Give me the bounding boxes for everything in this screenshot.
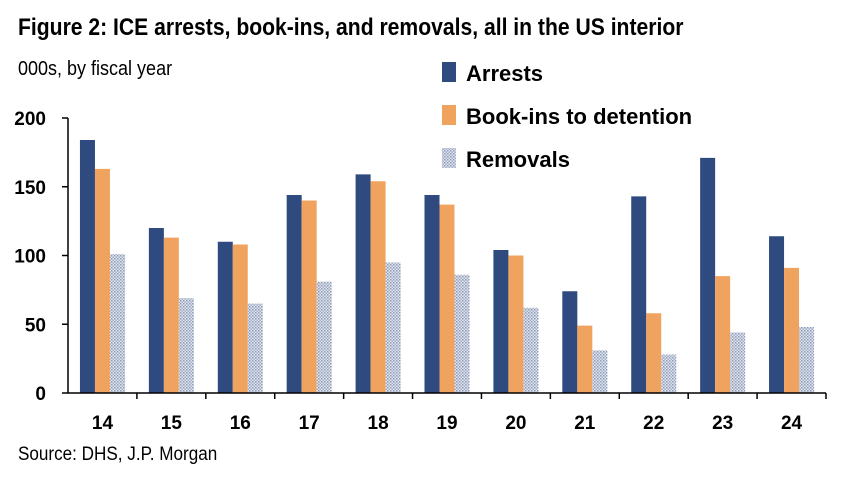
bar-bookins-16: [232, 244, 248, 393]
bar-arrests-14: [79, 140, 95, 393]
bar-arrests-18: [355, 174, 371, 393]
x-tick-label: 23: [712, 413, 733, 434]
legend-swatch-removals: [442, 148, 456, 168]
bar-removals-14: [109, 254, 125, 393]
x-tick-label: 21: [574, 413, 596, 434]
x-tick-label: 16: [230, 413, 251, 434]
legend-label-removals: Removals: [466, 147, 570, 172]
x-tick-label: 18: [368, 413, 389, 434]
bar-arrests-22: [631, 196, 647, 393]
bar-bookins-21: [577, 325, 593, 393]
bar-removals-22: [661, 354, 677, 393]
y-tick-label: 200: [14, 109, 46, 130]
bar-arrests-19: [424, 195, 440, 393]
bar-arrests-16: [217, 241, 233, 393]
bar-arrests-23: [700, 157, 716, 393]
y-tick-label: 0: [35, 384, 46, 405]
legend-swatch-bookins: [442, 105, 456, 125]
bar-arrests-17: [286, 195, 302, 393]
legend: Arrests Book-ins to detention Removals: [442, 61, 692, 172]
bar-bookins-24: [784, 267, 800, 393]
bars: [79, 140, 815, 393]
bar-removals-23: [730, 332, 746, 393]
y-axis-ticks: 0 50 100 150 200: [14, 109, 68, 405]
bar-arrests-21: [562, 291, 578, 393]
bar-bookins-15: [163, 237, 179, 393]
bar-bookins-20: [508, 255, 524, 393]
chart-title: Figure 2: ICE arrests, book-ins, and rem…: [18, 14, 684, 41]
y-tick-label: 150: [14, 178, 46, 199]
x-tick-label: 20: [505, 413, 526, 434]
bar-removals-20: [523, 307, 539, 393]
bar-removals-24: [799, 327, 815, 393]
bar-removals-19: [454, 274, 470, 393]
legend-label-arrests: Arrests: [466, 61, 543, 86]
x-tick-label: 22: [643, 413, 664, 434]
y-tick-label: 100: [14, 247, 46, 268]
bar-arrests-20: [493, 250, 509, 393]
bar-removals-15: [178, 298, 194, 393]
bar-bookins-18: [370, 181, 386, 393]
bar-removals-21: [592, 350, 608, 393]
bar-removals-18: [385, 262, 401, 393]
x-tick-label: 24: [781, 413, 803, 434]
bar-arrests-15: [148, 228, 164, 393]
bar-bookins-22: [646, 313, 662, 393]
bar-removals-16: [247, 303, 263, 393]
source-note: Source: DHS, J.P. Morgan: [18, 444, 218, 465]
bar-bookins-14: [94, 168, 110, 393]
chart-subtitle: 000s, by fiscal year: [18, 58, 173, 80]
bar-bookins-19: [439, 204, 455, 393]
legend-swatch-arrests: [442, 62, 456, 82]
x-axis-ticks: 14 15 16 17 18 19 20 21 22 23 24: [92, 393, 827, 434]
x-tick-label: 15: [161, 413, 183, 434]
bar-bookins-23: [715, 276, 731, 393]
bar-bookins-17: [301, 200, 317, 393]
legend-label-bookins: Book-ins to detention: [466, 104, 692, 129]
bar-removals-17: [316, 281, 332, 393]
bar-arrests-24: [769, 236, 785, 393]
y-tick-label: 50: [25, 315, 46, 336]
x-tick-label: 19: [436, 413, 457, 434]
x-tick-label: 17: [299, 413, 320, 434]
x-tick-label: 14: [92, 413, 114, 434]
